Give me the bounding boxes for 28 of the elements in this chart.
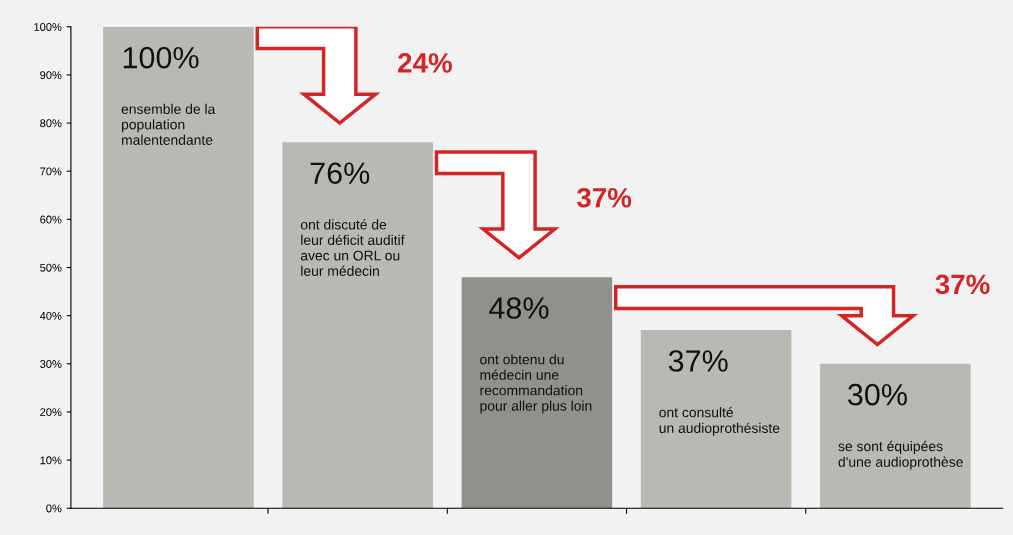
y-tick-label: 80% bbox=[40, 119, 62, 128]
annotation: se sont équipées d'une audioprothèse bbox=[838, 440, 963, 470]
data-label: 48% bbox=[489, 297, 549, 319]
data-label: 76% bbox=[310, 162, 370, 185]
data-label: 100% bbox=[123, 46, 199, 69]
y-tick-label: 90% bbox=[40, 71, 62, 80]
annotation: ont discuté de leur déficit auditif avec un ORL ou leur médecin bbox=[300, 219, 405, 276]
annotation: 24% bbox=[398, 53, 452, 73]
bar bbox=[461, 277, 613, 509]
y-tick-label: 10% bbox=[40, 456, 62, 465]
y-tick-label: 20% bbox=[40, 408, 62, 417]
annotation: 37% bbox=[935, 274, 990, 295]
y-tick-label: 40% bbox=[39, 311, 62, 320]
y-tick-label: 100% bbox=[34, 23, 62, 31]
annotation: ont obtenu du médecin une recommandation pour aller plus loin bbox=[480, 354, 592, 414]
bar bbox=[103, 26, 254, 509]
y-tick-label: 50% bbox=[40, 263, 62, 272]
y-tick-label: 0% bbox=[46, 504, 62, 513]
data-label: 37% bbox=[668, 350, 728, 372]
annotation: 37% bbox=[576, 187, 632, 208]
y-tick-label: 70% bbox=[40, 167, 62, 176]
bar bbox=[820, 363, 971, 509]
y-tick-label: 60% bbox=[40, 215, 62, 224]
annotation: ont consulté un audioprothésiste bbox=[659, 406, 780, 436]
bar bbox=[282, 142, 433, 509]
data-label: 30% bbox=[848, 383, 907, 406]
annotation: ensemble de la population malentendante bbox=[121, 103, 216, 145]
y-tick-label: 30% bbox=[40, 360, 62, 368]
